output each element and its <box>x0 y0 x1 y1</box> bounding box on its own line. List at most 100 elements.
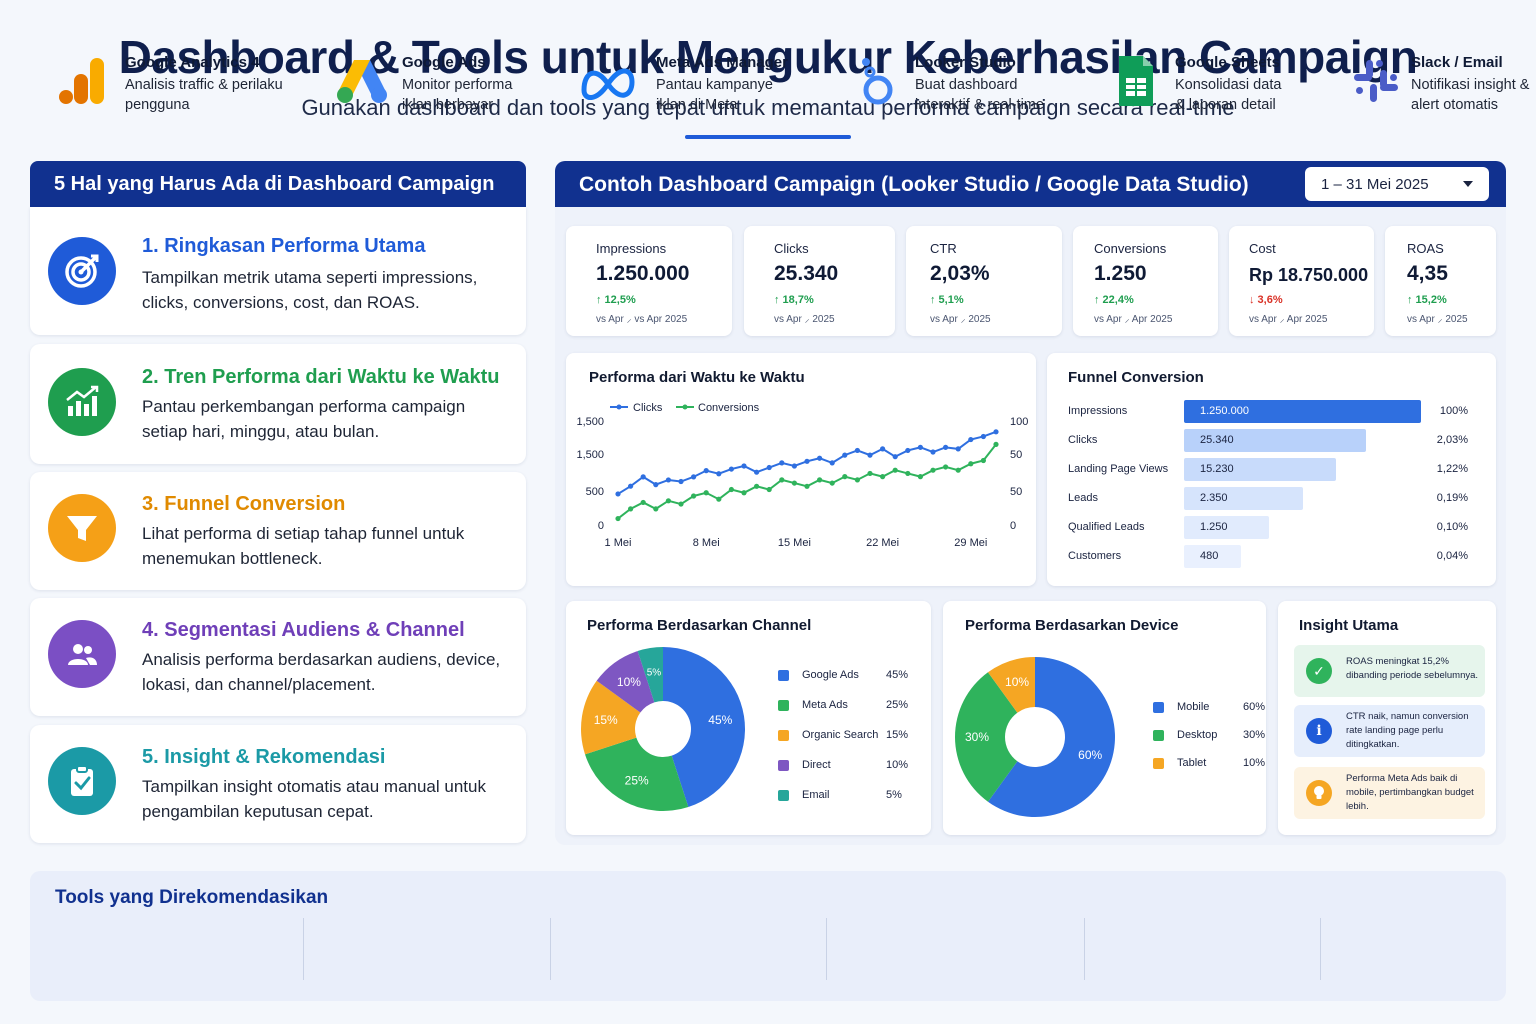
data-point <box>716 496 722 502</box>
page-title: Dashboard & Tools untuk Mengukur Keberha… <box>118 31 1418 83</box>
kpi-value: 2,03% <box>930 262 990 285</box>
data-point <box>791 480 797 486</box>
funnel-stage: Qualified Leads <box>1068 521 1145 533</box>
funnel-bar: 1.250.000 <box>1184 400 1421 423</box>
kpi-card-conversions[interactable]: Conversions 1.250 ↑ 22,4% vs Apr ⸝ Apr 2… <box>1073 226 1218 336</box>
tool-google-ads[interactable]: Google Ads Monitor performa iklan berbay… <box>334 52 544 116</box>
kpi-change: ↑ 15,2% <box>1407 294 1447 306</box>
kpi-value: Rp 18.750.000 <box>1249 265 1369 285</box>
kpi-label: Conversions <box>1094 241 1167 256</box>
tool-desc: Konsolidasi data & laporan detail <box>1175 77 1282 113</box>
slice-label: 45% <box>708 713 732 727</box>
tool-desc: Analisis traffic & perilaku pengguna <box>125 77 283 113</box>
item-desc: Tampilkan insight otomatis atau manual u… <box>142 777 486 821</box>
data-point <box>892 454 898 460</box>
item-title: 2. Tren Performa dari Waktu ke Waktu <box>142 366 500 388</box>
data-point <box>741 490 747 496</box>
divider <box>826 918 827 980</box>
legend-name: Direct <box>802 759 831 771</box>
kpi-card-roas[interactable]: ROAS 4,35 ↑ 15,2% vs Apr ⸝ 2025 <box>1385 226 1496 336</box>
item-desc: Lihat performa di setiap tahap funnel un… <box>142 524 465 568</box>
funnel-bar: 15.230 <box>1184 458 1336 481</box>
tool-slack-email[interactable]: Slack / Email Notifikasi insight & alert… <box>1350 52 1530 116</box>
funnel-pct: 0,04% <box>1436 550 1468 562</box>
slice-organic-search <box>581 680 641 755</box>
device-chart-title: Performa Berdasarkan Device <box>965 617 1179 634</box>
data-point <box>728 466 734 472</box>
date-range-picker[interactable]: 1 – 31 Mei 2025 <box>1305 167 1489 201</box>
kpi-value: 4,35 <box>1407 262 1448 285</box>
tool-google-sheets[interactable]: Google Sheets Konsolidasi data & laporan… <box>1115 52 1315 116</box>
data-point <box>943 464 949 470</box>
kpi-card-impressions[interactable]: Impressions 1.250.000 ↑ 12,5% vs Apr ⸝ v… <box>566 226 732 336</box>
data-point <box>653 506 659 512</box>
data-point <box>678 478 684 485</box>
insight-item-3: Performa Meta Ads baik di mobile, pertim… <box>1294 767 1485 819</box>
slice-direct <box>596 651 655 713</box>
kpi-label: Impressions <box>596 241 667 256</box>
legend-item: Organic Search 15% <box>778 729 910 743</box>
legend-name: Google Ads <box>802 669 859 681</box>
funnel-value: 1.250 <box>1200 521 1228 533</box>
slice-label: 5% <box>647 668 662 679</box>
funnel-row: Qualified Leads 1.250 0,10% <box>1047 516 1496 540</box>
data-point <box>628 506 634 512</box>
kpi-card-cost[interactable]: Cost Rp 18.750.000 ↓ 3,6% vs Apr ⸝ Apr 2… <box>1229 226 1374 336</box>
data-point <box>842 452 848 458</box>
data-point <box>930 467 936 473</box>
tool-meta-ads-manager[interactable]: Meta Ads Manager Pantau kampanye iklan d… <box>580 52 815 116</box>
data-point <box>968 436 974 443</box>
funnel-row: Impressions 1.250.000 100% <box>1047 400 1496 424</box>
data-point <box>665 477 671 483</box>
data-point <box>615 515 621 522</box>
funnel-stage: Clicks <box>1068 434 1098 446</box>
data-point <box>678 501 684 507</box>
data-point <box>728 486 734 493</box>
funnel-pct: 2,03% <box>1436 434 1468 446</box>
data-point <box>867 470 873 477</box>
checklist-item-4: 4. Segmentasi Audiens & Channel Analisis… <box>30 598 526 716</box>
item-title: 5. Insight & Rekomendasi <box>142 746 386 768</box>
slice-tablet <box>987 657 1035 713</box>
slice-label: 10% <box>1005 675 1029 689</box>
legend-name: Tablet <box>1177 757 1207 769</box>
slack-icon <box>1354 60 1398 102</box>
kpi-value: 1.250 <box>1094 262 1147 285</box>
kpi-value: 25.340 <box>774 262 839 285</box>
legend-name: Desktop <box>1177 729 1218 741</box>
data-point <box>930 449 936 455</box>
kpi-card-clicks[interactable]: Clicks 25.340 ↑ 18,7% vs Apr ⸝ 2025 <box>744 226 895 336</box>
kpi-card-ctr[interactable]: CTR 2,03% ↑ 5,1% vs Apr ⸝ 2025 <box>906 226 1062 336</box>
insight-item-2: i CTR naik, namun conversion rate landin… <box>1294 705 1485 757</box>
y-left-tick: 1,500 <box>576 449 604 461</box>
legend-pct: 5% <box>886 789 902 801</box>
legend-name: Meta Ads <box>802 699 848 711</box>
kpi-compare: vs Apr ⸝ Apr 2025 <box>1094 314 1173 325</box>
slice-email <box>637 647 663 703</box>
item-title: 4. Segmentasi Audiens & Channel <box>142 619 465 641</box>
legend-swatch <box>1153 758 1164 769</box>
kpi-compare: vs Apr ⸝ Apr 2025 <box>1249 314 1328 325</box>
data-point <box>880 446 886 452</box>
slice-meta-ads <box>585 737 689 811</box>
data-point <box>829 480 835 486</box>
kpi-change: ↑ 22,4% <box>1094 294 1134 306</box>
data-point <box>628 483 634 489</box>
legend-pct: 10% <box>1243 757 1266 769</box>
lightbulb-icon <box>1306 780 1332 806</box>
kpi-change: ↑ 18,7% <box>774 294 814 306</box>
tool-looker-studio[interactable]: Looker Studio Buat dashboard interaktif … <box>856 52 1076 116</box>
tool-google-analytics[interactable]: Google Analytics 4 Analisis traffic & pe… <box>58 52 288 116</box>
insight-title: Insight Utama <box>1299 617 1399 634</box>
legend-item: Desktop 30% <box>1153 729 1267 743</box>
checklist-item-3: 3. Funnel Conversion Lihat performa di s… <box>30 472 526 590</box>
legend-name: Mobile <box>1177 701 1210 713</box>
funnel-row: Landing Page Views 15.230 1,22% <box>1047 458 1496 482</box>
x-tick: 29 Mei <box>954 537 987 549</box>
legend-item: Mobile 60% <box>1153 701 1267 715</box>
checklist-item-2: 2. Tren Performa dari Waktu ke Waktu Pan… <box>30 344 526 464</box>
legend-swatch <box>1153 702 1164 713</box>
funnel-bar: 25.340 <box>1184 429 1367 452</box>
legend-item: Meta Ads 25% <box>778 699 910 713</box>
tools-heading: Tools yang Direkomendasikan <box>55 887 329 908</box>
